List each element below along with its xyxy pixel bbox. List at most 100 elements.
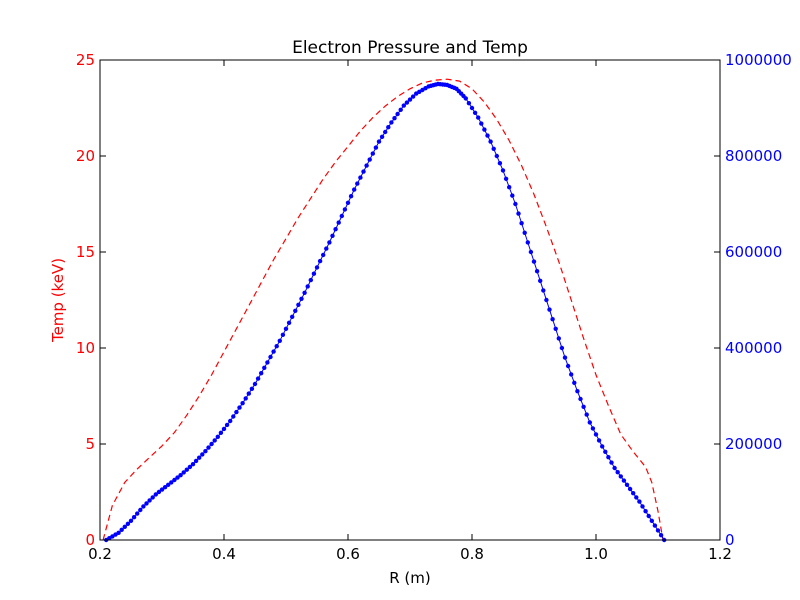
pressure-point (538, 278, 543, 283)
pressure-point (116, 530, 121, 535)
pressure-point (494, 153, 499, 159)
pressure-point (646, 513, 651, 519)
x-tick-label: 0.2 (88, 545, 112, 563)
pressure-point (376, 139, 382, 144)
pressure-point (286, 320, 292, 325)
pressure-point (169, 480, 174, 485)
pressure-point (482, 127, 487, 132)
pressure-point (271, 349, 276, 354)
pressure-point (581, 404, 586, 409)
pressure-point (637, 499, 642, 504)
pressure-point (485, 133, 490, 138)
pressure-point (596, 438, 602, 443)
pressure-point (119, 527, 124, 532)
pressure-point (643, 509, 648, 514)
pressure-point (389, 120, 394, 125)
pressure-point (283, 326, 289, 331)
pressure-point (181, 470, 186, 475)
pressure-point (159, 487, 165, 492)
pressure-point (184, 467, 189, 472)
x-tick-label: 0.4 (212, 545, 236, 563)
pressure-point (265, 360, 270, 365)
pressure-point (534, 269, 540, 274)
y-axis-left: 0 5 10 15 20 25 (76, 51, 106, 549)
pressure-point (274, 344, 279, 349)
pressure-point (383, 129, 388, 135)
pressure-point (321, 252, 326, 258)
pressure-point (178, 473, 183, 478)
pressure-point (187, 464, 193, 470)
pressure-point (516, 211, 521, 216)
pressure-point (131, 515, 137, 520)
pressure-point (355, 181, 360, 186)
pressure-point (358, 175, 363, 180)
pressure-point (603, 449, 608, 454)
x-tick-label: 1.0 (584, 545, 608, 563)
pressure-point (593, 432, 599, 437)
pressure-point (553, 326, 558, 331)
y-axis-right: 0 200000 400000 600000 800000 1000000 (714, 51, 792, 549)
pressure-point (361, 169, 366, 174)
pressure-point (218, 430, 224, 435)
x-tick-label: 1.2 (708, 545, 732, 563)
chart-title: Electron Pressure and Temp (292, 38, 528, 58)
x-tick-label: 0.8 (460, 545, 484, 563)
pressure-point (249, 386, 255, 391)
pressure-point (410, 94, 416, 99)
plot-frame (99, 59, 721, 541)
pressure-point (531, 259, 537, 264)
pressure-point (352, 187, 357, 192)
pressure-point (600, 444, 605, 449)
pressure-point (327, 240, 332, 245)
pressure-point (147, 498, 152, 503)
pressure-point (634, 495, 639, 500)
x-tick-label: 0.6 (336, 545, 360, 563)
pressure-point (197, 455, 202, 460)
pressure-point (466, 101, 472, 106)
temp-line (102, 78, 664, 541)
pressure-point (125, 521, 131, 526)
pressure-point (308, 277, 313, 283)
pressure-point (141, 504, 146, 509)
y-tick-label-left: 0 (85, 531, 95, 549)
pressure-point (541, 288, 546, 293)
pressure-point (379, 134, 385, 139)
pressure-point (237, 405, 242, 410)
pressure-point (240, 401, 245, 406)
pressure-point (627, 486, 633, 492)
pressure-point (246, 391, 251, 396)
pressure-point (224, 422, 230, 428)
pressure-point (631, 491, 636, 496)
pressure-point (311, 271, 317, 276)
pressure-point (513, 201, 518, 207)
pressure-point (578, 396, 583, 402)
pressure-point (491, 146, 496, 151)
pressure-point (175, 475, 180, 480)
pressure-point (488, 139, 493, 144)
pressure-series (104, 81, 667, 543)
x-axis: 0.2 0.4 0.6 0.8 1.0 1.2 (88, 60, 732, 563)
y-axis-label-left: Temp (keV) (49, 258, 67, 343)
pressure-point (128, 518, 134, 523)
pressure-point (228, 418, 233, 424)
pressure-point (519, 221, 524, 226)
pressure-point (640, 504, 645, 509)
pressure-point (324, 246, 329, 251)
pressure-point (562, 355, 568, 360)
pressure-point (336, 220, 341, 225)
pressure-point (544, 297, 549, 303)
y-tick-label-left: 5 (85, 435, 95, 453)
pressure-point (373, 145, 379, 150)
pressure-point (621, 478, 627, 483)
pressure-point (587, 420, 592, 425)
pressure-point (330, 233, 335, 238)
pressure-point (200, 452, 205, 457)
pressure-point (156, 489, 162, 495)
pressure-point (615, 470, 620, 475)
pressure-point (255, 376, 261, 381)
pressure-point (280, 332, 286, 337)
pressure-point (277, 338, 282, 343)
pressure-point (370, 151, 375, 156)
y-tick-label-right: 600000 (725, 243, 782, 261)
